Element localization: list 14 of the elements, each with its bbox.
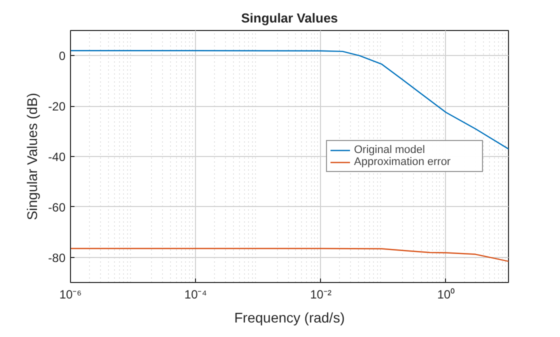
chart-title: Singular Values (241, 10, 338, 26)
legend-label: Approximation error (354, 156, 452, 168)
x-tick-label: 10⁻² (310, 288, 332, 302)
x-tick-label: 10⁰ (437, 288, 455, 302)
y-tick-label: -40 (48, 150, 66, 164)
y-tick-label: -20 (48, 100, 66, 114)
y-tick-label: 0 (58, 49, 66, 64)
x-axis-title: Frequency (rad/s) (234, 310, 345, 326)
legend-label: Original model (354, 144, 426, 156)
x-tick-label: 10⁻⁶ (59, 288, 82, 302)
y-tick-label: -80 (48, 250, 66, 265)
y-axis-title: Singular Values (dB) (24, 92, 40, 220)
y-tick-label: -60 (48, 200, 66, 214)
x-tick-label: 10⁻⁴ (184, 288, 207, 302)
